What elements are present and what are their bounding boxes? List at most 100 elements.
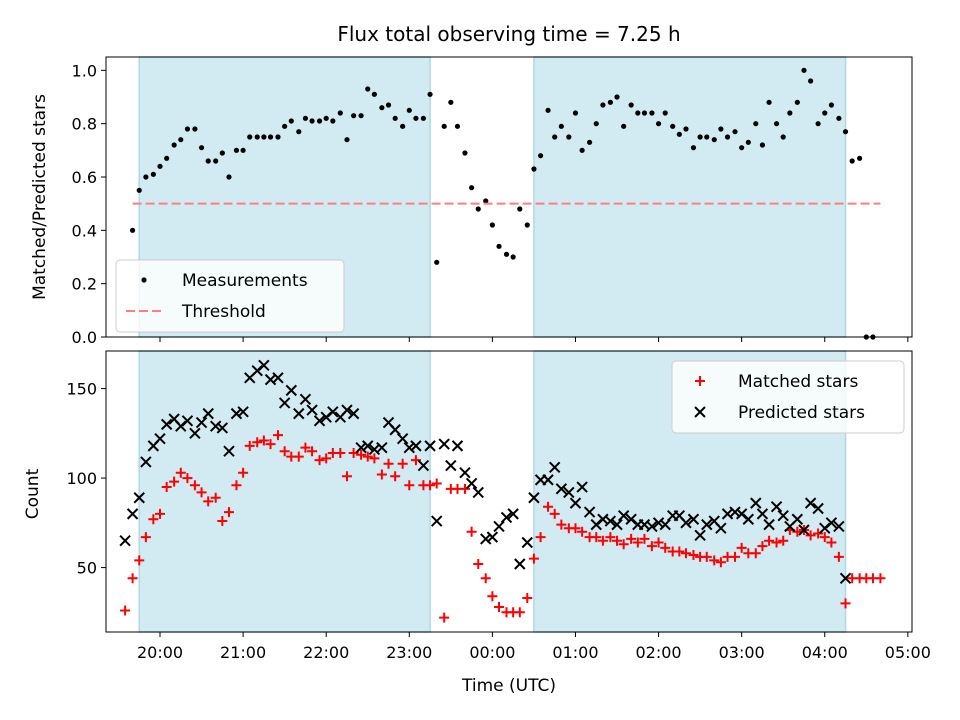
- x-tick-label: 22:00: [303, 643, 349, 662]
- data-point: [389, 424, 401, 436]
- data-point: [704, 134, 710, 140]
- x-axis-ticks: 20:00 21:00 22:00 23:00 00:00 01:00 02:00 03:00…: [137, 643, 931, 662]
- data-point: [136, 187, 142, 193]
- data-point: [510, 254, 516, 260]
- data-point: [639, 533, 650, 544]
- data-point: [480, 533, 492, 545]
- y-tick-label: 0.0: [72, 328, 97, 347]
- data-point: [427, 91, 433, 97]
- data-point: [148, 514, 159, 525]
- data-point: [563, 486, 575, 499]
- x-tick-label: 23:00: [386, 643, 432, 662]
- data-point: [570, 523, 581, 534]
- data-point: [791, 513, 804, 525]
- data-point: [379, 105, 385, 111]
- data-point: [369, 453, 380, 464]
- data-point: [649, 110, 655, 116]
- data-point: [552, 134, 558, 140]
- data-point: [842, 129, 849, 135]
- data-point: [514, 558, 526, 570]
- data-point: [439, 612, 450, 623]
- data-point: [690, 145, 697, 151]
- legend-swatch: [141, 277, 147, 283]
- data-point: [836, 115, 842, 121]
- data-point: [316, 118, 323, 124]
- data-point: [431, 478, 442, 489]
- data-point: [750, 548, 761, 559]
- data-point: [424, 440, 436, 452]
- data-point: [247, 134, 253, 140]
- data-point: [237, 406, 249, 418]
- data-point: [715, 522, 727, 534]
- data-point: [687, 513, 700, 525]
- data-point: [383, 458, 394, 469]
- data-point: [362, 440, 374, 452]
- data-point: [230, 407, 243, 420]
- series-measurements: [129, 67, 876, 340]
- data-point: [344, 137, 350, 143]
- data-point: [766, 99, 772, 105]
- data-point: [321, 453, 332, 464]
- data-point: [808, 78, 814, 84]
- data-point: [120, 605, 131, 616]
- data-point: [709, 555, 720, 566]
- data-point: [282, 123, 288, 129]
- data-point: [351, 113, 357, 119]
- data-point: [392, 115, 398, 121]
- data-point: [465, 477, 478, 490]
- data-point: [500, 511, 513, 524]
- data-point: [226, 174, 232, 180]
- data-point: [486, 531, 499, 543]
- data-point: [306, 404, 318, 416]
- data-point: [688, 550, 699, 561]
- data-point: [376, 441, 388, 454]
- data-point: [203, 496, 214, 507]
- data-point: [572, 110, 579, 116]
- data-point: [195, 416, 208, 429]
- data-point: [459, 483, 470, 494]
- data-point: [469, 185, 475, 191]
- data-point: [238, 467, 249, 478]
- data-point: [160, 418, 173, 431]
- data-point: [794, 99, 800, 105]
- data-point: [819, 532, 830, 543]
- data-point: [757, 541, 768, 552]
- data-point: [202, 407, 214, 420]
- data-point: [798, 524, 810, 536]
- count-legend: Matched stars Predicted stars: [671, 360, 905, 434]
- data-point: [759, 142, 766, 148]
- data-point: [701, 518, 713, 531]
- data-point: [655, 121, 662, 127]
- series-matched-stars: [120, 430, 886, 623]
- data-point: [517, 206, 523, 212]
- data-point: [288, 118, 294, 124]
- data-point: [535, 532, 546, 543]
- data-point: [140, 532, 151, 543]
- data-point: [604, 515, 617, 527]
- data-point: [244, 440, 255, 451]
- data-point: [473, 558, 484, 569]
- data-point: [420, 115, 427, 121]
- data-point: [591, 532, 602, 543]
- data-point: [480, 573, 491, 584]
- data-point: [753, 121, 759, 127]
- data-point: [600, 102, 606, 108]
- data-point: [611, 518, 623, 531]
- data-point: [371, 91, 377, 97]
- data-point: [489, 222, 495, 228]
- data-point: [362, 451, 373, 462]
- data-point: [189, 427, 201, 440]
- data-point: [494, 601, 505, 612]
- data-point: [161, 482, 172, 493]
- data-point: [833, 520, 845, 533]
- data-point: [524, 222, 530, 228]
- data-point: [528, 553, 539, 564]
- data-point: [155, 508, 166, 519]
- data-point: [813, 528, 824, 539]
- data-point: [267, 134, 274, 140]
- legend-box: [115, 259, 345, 333]
- data-point: [732, 129, 738, 135]
- data-point: [764, 535, 775, 546]
- data-point: [323, 115, 329, 121]
- data-point: [812, 502, 824, 515]
